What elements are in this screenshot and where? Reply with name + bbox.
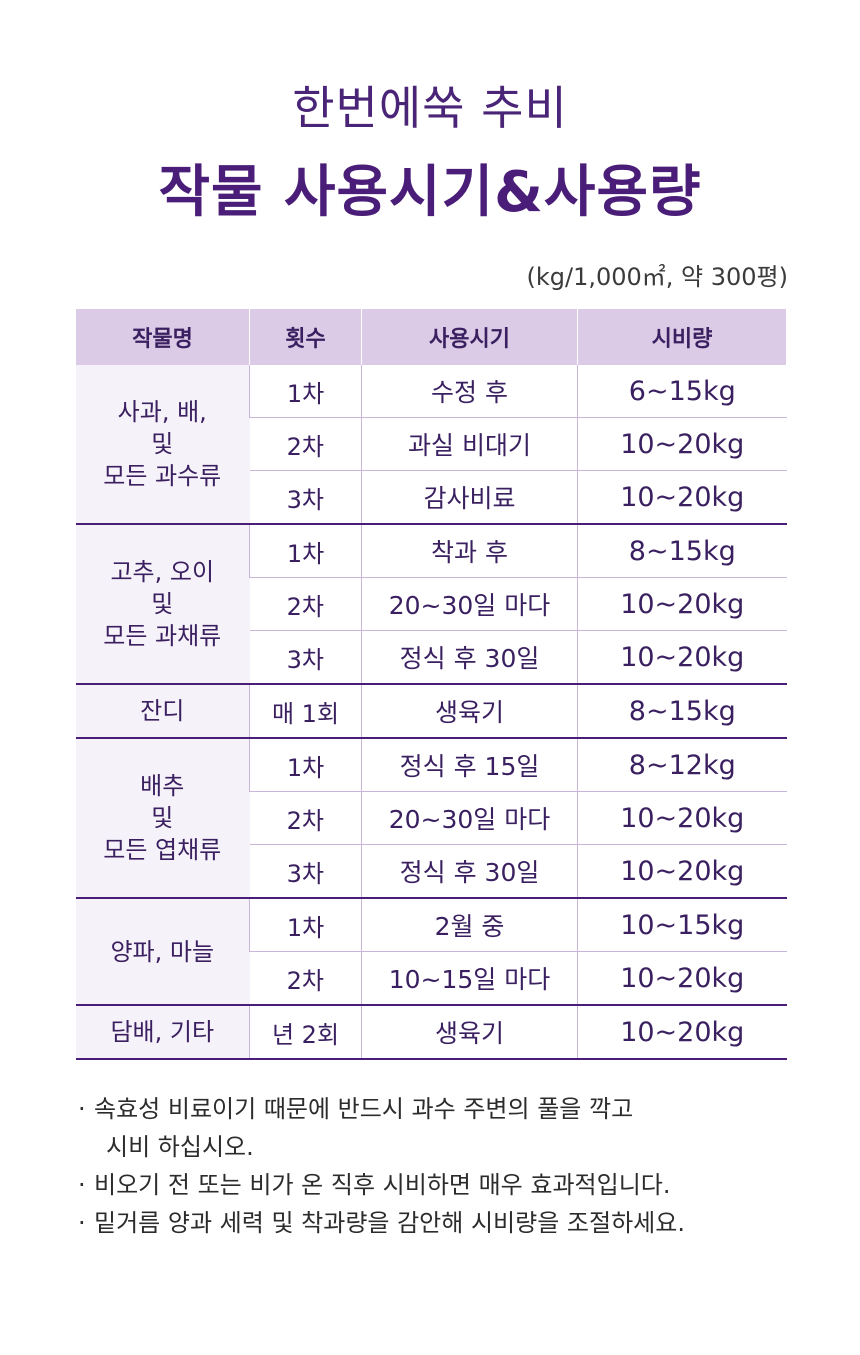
amount-cell: 10~15kg [577,898,787,952]
timing-cell: 정식 후 15일 [361,738,578,792]
crop-name-line: 및 [151,590,174,618]
note-text-line: 속효성 비료이기 때문에 반드시 과수 주변의 풀을 깍고 [94,1095,634,1123]
timing-cell: 수정 후 [361,365,578,418]
header-timing: 사용시기 [361,309,578,365]
usage-table: 작물명 횟수 사용시기 시비량 사과, 배, 및 모든 과수류 1차 수정 후 6~15k… [75,309,787,1060]
amount-cell: 8~15kg [577,524,787,578]
timing-cell: 감사비료 [361,470,578,525]
crop-name-line: 모든 엽채류 [103,836,222,864]
table-row: 3차 감사비료 10~20kg [76,470,787,525]
crop-name-cell: 잔디 [75,684,250,739]
amount-cell: 10~20kg [577,791,787,845]
count-cell: 2차 [249,577,362,631]
count-cell: 2차 [249,417,362,471]
header-count: 횟수 [249,309,362,365]
count-cell: 년 2회 [249,1005,362,1060]
crop-name-line: 모든 과채류 [103,622,222,650]
timing-cell: 과실 비대기 [361,417,578,471]
timing-cell: 10~15일 마다 [361,951,578,1006]
crop-name-line: 배추 [140,772,185,800]
count-cell: 1차 [249,365,362,418]
table-row: 양파, 마늘 1차 2월 중 10~15kg [75,898,787,1006]
table-row: 2차 20~30일 마다 10~20kg [76,577,787,631]
timing-cell: 정식 후 30일 [361,844,578,899]
title-line-1: 한번에쑥 추비 [292,81,568,135]
bullet-dot: · [78,1171,86,1199]
note-item: · 비오기 전 또는 비가 온 직후 시비하면 매우 효과적입니다. [78,1166,798,1204]
table-row: 고추, 오이 및 모든 과채류 1차 착과 후 8~15kg [75,524,787,685]
crop-name-line: 양파, 마늘 [110,937,215,966]
amount-cell: 8~15kg [577,684,787,739]
note-text-line: 비오기 전 또는 비가 온 직후 시비하면 매우 효과적입니다. [94,1171,671,1199]
table-row: 3차 정식 후 30일 10~20kg [76,844,787,899]
count-cell: 1차 [249,524,362,578]
table-row: 잔디 매 1회 생육기 8~15kg [75,684,787,739]
crop-name-line: 담배, 기타 [110,1018,215,1046]
table-row: 2차 10~15일 마다 10~20kg [76,951,787,1006]
title-line-2: 작물 사용시기&사용량 [158,160,702,225]
note-text-line: 밑거름 양과 세력 및 착과량을 감안해 시비량을 조절하세요. [94,1209,685,1237]
timing-cell: 20~30일 마다 [361,791,578,845]
table-row: 배추 및 모든 엽채류 1차 정식 후 15일 8~12kg [75,738,787,899]
count-cell: 1차 [249,738,362,792]
bullet-dot: · [78,1209,86,1237]
amount-cell: 10~20kg [577,951,787,1006]
amount-cell: 10~20kg [577,844,787,899]
crop-name-line: 사과, 배, [117,398,207,426]
count-cell: 3차 [249,630,362,685]
count-cell: 3차 [249,844,362,899]
table-row: 담배, 기타 년 2회 생육기 10~20kg [75,1005,787,1060]
timing-cell: 생육기 [361,684,578,739]
crop-name-cell: 담배, 기타 [75,1005,250,1060]
count-cell: 2차 [249,791,362,845]
bullet-dot: · [78,1095,86,1123]
table-body: 사과, 배, 및 모든 과수류 1차 수정 후 6~15kg 2차 과실 비대기 10~20kg… [75,365,787,1060]
amount-cell: 10~20kg [577,417,787,471]
crop-name-line: 모든 과수류 [103,462,222,490]
crop-name-line: 및 [151,804,174,832]
note-item: · 밑거름 양과 세력 및 착과량을 감안해 시비량을 조절하세요. [78,1204,798,1242]
crop-name-line: 잔디 [140,697,185,725]
amount-cell: 6~15kg [577,365,787,418]
amount-cell: 10~20kg [577,1005,787,1060]
table-header-row: 작물명 횟수 사용시기 시비량 [75,309,787,365]
count-cell: 3차 [249,470,362,525]
timing-cell: 20~30일 마다 [361,577,578,631]
crop-name-line: 및 [151,430,174,458]
crop-name-line: 고추, 오이 [110,558,215,586]
amount-cell: 10~20kg [577,577,787,631]
amount-cell: 10~20kg [577,470,787,525]
unit-note: (kg/1,000㎡, 약 300평) [526,263,788,291]
timing-cell: 생육기 [361,1005,578,1060]
crop-name-cell: 양파, 마늘 [75,898,250,1006]
header-amount: 시비량 [577,309,787,365]
count-cell: 1차 [249,898,362,952]
amount-cell: 8~12kg [577,738,787,792]
table-row: 2차 과실 비대기 10~20kg [76,417,787,471]
timing-cell: 정식 후 30일 [361,630,578,685]
table-row: 2차 20~30일 마다 10~20kg [76,791,787,845]
table-row: 3차 정식 후 30일 10~20kg [76,630,787,685]
header-crop-name: 작물명 [75,309,250,365]
amount-cell: 10~20kg [577,630,787,685]
count-cell: 2차 [249,951,362,1006]
note-text-line: 시비 하십시오. [106,1133,254,1161]
timing-cell: 2월 중 [361,898,578,952]
timing-cell: 착과 후 [361,524,578,578]
count-cell: 매 1회 [249,684,362,739]
